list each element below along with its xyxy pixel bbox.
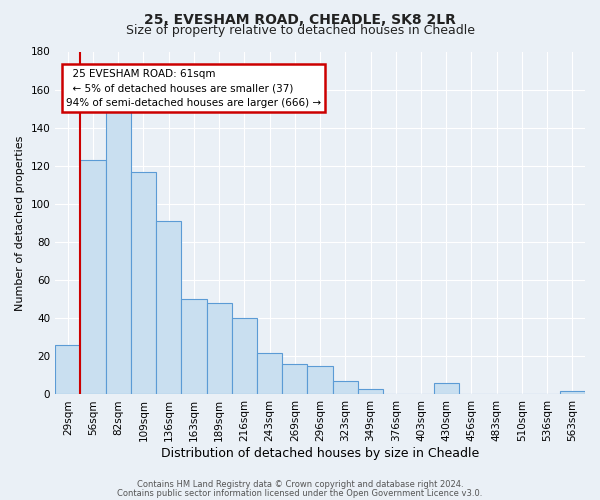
Bar <box>156 221 181 394</box>
Text: 25, EVESHAM ROAD, CHEADLE, SK8 2LR: 25, EVESHAM ROAD, CHEADLE, SK8 2LR <box>144 12 456 26</box>
Text: 25 EVESHAM ROAD: 61sqm
  ← 5% of detached houses are smaller (37)
94% of semi-de: 25 EVESHAM ROAD: 61sqm ← 5% of detached … <box>66 68 321 108</box>
Y-axis label: Number of detached properties: Number of detached properties <box>15 136 25 310</box>
Bar <box>332 381 358 394</box>
Bar <box>257 352 282 395</box>
Bar <box>131 172 156 394</box>
Bar <box>106 110 131 395</box>
Text: Contains HM Land Registry data © Crown copyright and database right 2024.: Contains HM Land Registry data © Crown c… <box>137 480 463 489</box>
Bar <box>206 303 232 394</box>
Bar <box>560 390 585 394</box>
Bar <box>434 383 459 394</box>
Bar <box>55 345 80 395</box>
Text: Contains public sector information licensed under the Open Government Licence v3: Contains public sector information licen… <box>118 488 482 498</box>
Bar <box>80 160 106 394</box>
Text: Size of property relative to detached houses in Cheadle: Size of property relative to detached ho… <box>125 24 475 37</box>
X-axis label: Distribution of detached houses by size in Cheadle: Distribution of detached houses by size … <box>161 447 479 460</box>
Bar <box>282 364 307 394</box>
Bar <box>358 388 383 394</box>
Bar <box>181 299 206 394</box>
Bar <box>232 318 257 394</box>
Bar <box>307 366 332 394</box>
